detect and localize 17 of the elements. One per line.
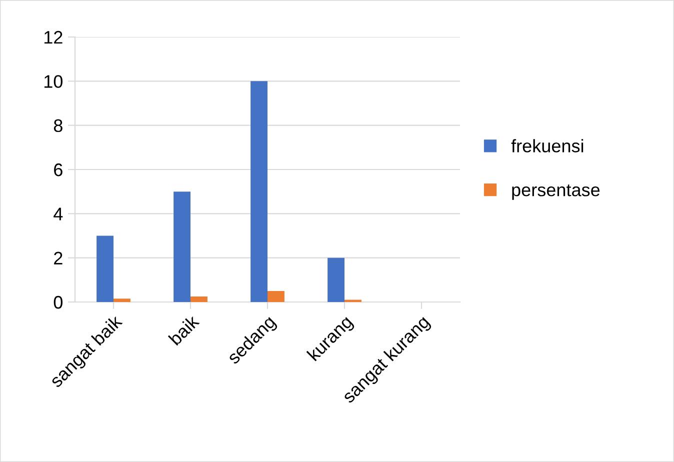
bar (190, 296, 208, 302)
legend-label: frekuensi (511, 139, 584, 152)
bar (174, 192, 190, 302)
y-tick-label: 12 (44, 30, 62, 44)
y-tick-label: 4 (54, 208, 63, 220)
y-tick-label: 0 (54, 296, 62, 309)
y-tick-label: 8 (54, 119, 62, 132)
y-tick-label: 6 (54, 163, 62, 176)
x-tick-label: baik (168, 314, 200, 346)
legend-label: persentase (512, 184, 600, 200)
bar (268, 290, 284, 302)
bar (250, 81, 268, 302)
y-tick-label: 10 (44, 75, 62, 88)
bar (114, 298, 130, 302)
y-tick-label: 2 (54, 252, 62, 264)
bar (96, 236, 114, 302)
bar (328, 258, 344, 302)
